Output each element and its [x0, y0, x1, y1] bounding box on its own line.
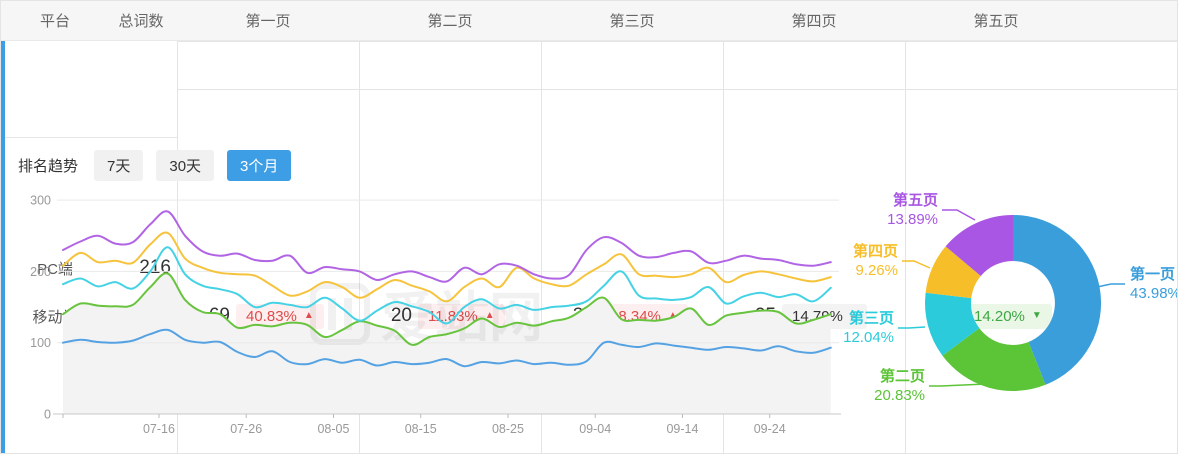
svg-text:0: 0	[44, 408, 51, 422]
svg-text:100: 100	[30, 336, 51, 350]
series-第一页	[62, 328, 832, 368]
table-row-mobile[interactable]: 移动端 169 69 40.83%▲ 20 11.83%▲ 31 18.34%▲…	[1, 89, 1177, 453]
header-page2: 第二页	[427, 13, 473, 30]
change-badge: 14.20% ▼	[964, 303, 1052, 329]
change-badge: 40.83% ▲	[236, 303, 324, 329]
trend-title: 排名趋势	[18, 157, 79, 175]
trend-arrow-icon: ▼	[1031, 310, 1042, 321]
header-total-words: 总词数	[118, 13, 164, 30]
svg-text:08-05: 08-05	[317, 422, 349, 436]
svg-text:07-26: 07-26	[230, 422, 262, 436]
header-platform: 平台	[39, 13, 70, 30]
donut-slice-第五页	[945, 215, 1013, 276]
svg-text:09-04: 09-04	[579, 422, 611, 436]
active-row-indicator	[1, 41, 5, 453]
svg-text:09-24: 09-24	[754, 422, 786, 436]
series-第二页	[62, 272, 832, 346]
series-第五页	[62, 210, 832, 283]
series-第三页	[62, 246, 832, 325]
donut-label-page4: 第四页 9.26%	[852, 243, 898, 279]
svg-text:07-16: 07-16	[143, 422, 175, 436]
donut-slice-第一页	[1013, 214, 1102, 385]
donut-slice-第四页	[925, 246, 981, 299]
svg-text:08-25: 08-25	[492, 422, 524, 436]
rank-trend-line-chart: 爱站网 07-16 07-26 08-05 08-15 08-25 09-04 09-14 09…	[30, 194, 841, 436]
donut-label-page2: 第二页 20.83%	[874, 368, 925, 404]
page-count: 20	[390, 305, 412, 326]
header-page1: 第一页	[245, 13, 291, 30]
tab-3-months[interactable]: 3个月	[227, 149, 292, 181]
donut-slice-第二页	[942, 328, 1046, 392]
tab-7-days[interactable]: 7天	[94, 149, 144, 181]
trend-arrow-icon: ▲	[667, 310, 678, 321]
table-header-row: 平台 总词数 第一页 第二页 第三页 第四页 第五页	[1, 1, 1177, 41]
header-page5: 第五页	[973, 13, 1019, 30]
svg-text:300: 300	[30, 194, 51, 208]
svg-text:200: 200	[30, 265, 51, 279]
header-page3: 第三页	[609, 13, 655, 30]
donut-label-page1: 第一页 43.98%	[1130, 266, 1178, 302]
svg-text:08-15: 08-15	[405, 422, 437, 436]
svg-text:爱站网: 爱站网	[381, 288, 543, 348]
header-page4: 第四页	[791, 13, 837, 30]
donut-slice-第三页	[924, 292, 980, 356]
total-words-value: 216	[139, 257, 171, 278]
donut-label-page3: 第三页 12.04%	[843, 310, 894, 346]
series-第四页	[62, 231, 832, 303]
page-share-donut-chart: 第一页 43.98% 第二页 20.83% 第三页 12.04% 第四页 9.2…	[841, 181, 1178, 453]
tab-30-days[interactable]: 30天	[156, 149, 215, 181]
donut-label-page5: 第五页 13.89%	[887, 192, 938, 228]
trend-arrow-icon: ▲	[303, 310, 314, 321]
trend-arrow-icon: ▲	[484, 310, 495, 321]
table-row-pc[interactable]: PC端 216 95 43.98%▲ 45 20.83%▼ 26 12.04%▼…	[1, 41, 1177, 453]
watermark: 爱站网	[310, 283, 543, 348]
svg-text:09-14: 09-14	[666, 422, 698, 436]
trend-arrow-icon: −	[849, 308, 858, 324]
trend-section-header: 排名趋势 7天 30天 3个月	[18, 149, 304, 181]
